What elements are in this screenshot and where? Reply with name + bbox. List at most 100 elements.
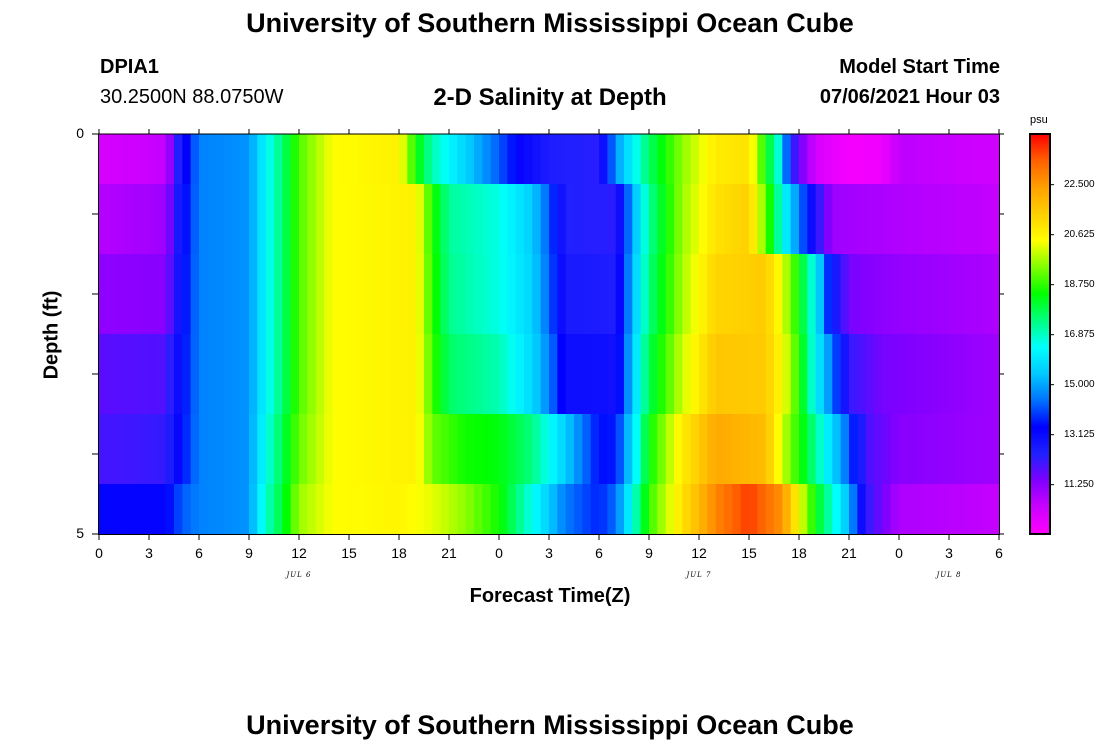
heatmap-cell <box>882 414 892 485</box>
heatmap-cell <box>357 484 367 535</box>
heatmap-cell <box>365 254 375 335</box>
heatmap-cell <box>807 484 817 535</box>
heatmap-cell <box>907 254 917 335</box>
heatmap-cell <box>782 334 792 415</box>
heatmap-cell <box>615 254 625 335</box>
heatmap-cell <box>482 134 492 185</box>
heatmap-cell <box>224 254 233 335</box>
heatmap-cell <box>415 184 425 255</box>
heatmap-cell <box>474 184 483 255</box>
heatmap-cell <box>857 134 867 185</box>
heatmap-cell <box>815 184 825 255</box>
heatmap-cell <box>399 484 408 535</box>
heatmap-cell <box>540 134 550 185</box>
heatmap-cell <box>532 184 542 255</box>
heatmap-cell <box>365 184 375 255</box>
heatmap-cell <box>732 184 742 255</box>
heatmap-cell <box>565 414 575 485</box>
heatmap-cell <box>807 184 817 255</box>
heatmap-cell <box>107 414 117 485</box>
heatmap-cell <box>240 334 250 415</box>
heatmap-cell <box>190 414 200 485</box>
heatmap-cell <box>499 484 508 535</box>
heatmap-cell <box>99 334 108 415</box>
day-label: JUL 6 <box>286 571 312 579</box>
heatmap-cell <box>524 484 533 535</box>
heatmap-cell <box>707 484 717 535</box>
heatmap-cell <box>940 184 950 255</box>
heatmap-cell <box>740 184 750 255</box>
heatmap-cell <box>299 134 308 185</box>
heatmap-cell <box>840 254 850 335</box>
heatmap-cell <box>807 254 817 335</box>
heatmap-cell <box>465 134 475 185</box>
heatmap-cell <box>374 254 383 335</box>
heatmap-cell <box>732 254 742 335</box>
heatmap-cell <box>315 334 325 415</box>
heatmap-cell <box>140 414 150 485</box>
heatmap-cell <box>732 334 742 415</box>
heatmap-cell <box>374 414 383 485</box>
heatmap-cell <box>390 334 400 415</box>
colorbar-tick-label: 16.875 <box>1064 328 1095 340</box>
heatmap-cell <box>332 184 342 255</box>
x-tick-label: 21 <box>441 545 457 561</box>
heatmap-cell <box>265 334 275 415</box>
heatmap-cell <box>707 254 717 335</box>
heatmap-cell <box>915 484 925 535</box>
heatmap-cell <box>107 484 117 535</box>
heatmap-cell <box>390 254 400 335</box>
heatmap-cell <box>574 254 583 335</box>
heatmap-cell <box>874 414 883 485</box>
heatmap-cell <box>549 414 558 485</box>
heatmap-cell <box>240 414 250 485</box>
heatmap-cell <box>449 134 458 185</box>
heatmap-cell <box>774 134 783 185</box>
heatmap-cell <box>965 184 975 255</box>
heatmap-cell <box>890 254 900 335</box>
heatmap-cell <box>824 334 833 415</box>
heatmap-cell <box>757 484 767 535</box>
heatmap-cell <box>715 254 725 335</box>
heatmap-cell <box>932 414 942 485</box>
heatmap-cell <box>915 184 925 255</box>
heatmap-cell <box>674 484 683 535</box>
heatmap-cell <box>774 414 783 485</box>
heatmap-cell <box>532 414 542 485</box>
heatmap-cell <box>832 414 842 485</box>
heatmap-cell <box>432 254 442 335</box>
x-tick-label: 15 <box>341 545 357 561</box>
heatmap-cell <box>732 414 742 485</box>
heatmap-cell <box>382 334 392 415</box>
heatmap-cell <box>782 184 792 255</box>
colorbar-tick-label: 13.125 <box>1064 428 1095 440</box>
heatmap-cell <box>149 484 158 535</box>
heatmap-cell <box>640 484 650 535</box>
heatmap-cell <box>499 184 508 255</box>
x-tick-label: 15 <box>741 545 757 561</box>
x-tick-label: 6 <box>595 545 603 561</box>
heatmap-cell <box>99 134 108 185</box>
heatmap-cell <box>590 484 600 535</box>
heatmap-cell <box>974 184 983 255</box>
heatmap-cell <box>490 134 500 185</box>
heatmap-cell <box>515 334 525 415</box>
heatmap-cell <box>532 334 542 415</box>
heatmap-cell <box>524 334 533 415</box>
heatmap-cell <box>765 184 775 255</box>
heatmap-cell <box>657 414 667 485</box>
heatmap-cell <box>940 414 950 485</box>
heatmap-cell <box>282 184 292 255</box>
heatmap-cell <box>865 134 875 185</box>
heatmap-cell <box>724 254 733 335</box>
plot-title: 2-D Salinity at Depth <box>433 84 667 111</box>
heatmap-cell <box>507 134 517 185</box>
heatmap-cell <box>982 414 992 485</box>
heatmap-cell <box>740 484 750 535</box>
heatmap-cell <box>224 414 233 485</box>
heatmap-cell <box>665 184 675 255</box>
heatmap-cell <box>640 184 650 255</box>
heatmap-cell <box>157 414 167 485</box>
heatmap-cell <box>224 134 233 185</box>
heatmap-cell <box>865 334 875 415</box>
